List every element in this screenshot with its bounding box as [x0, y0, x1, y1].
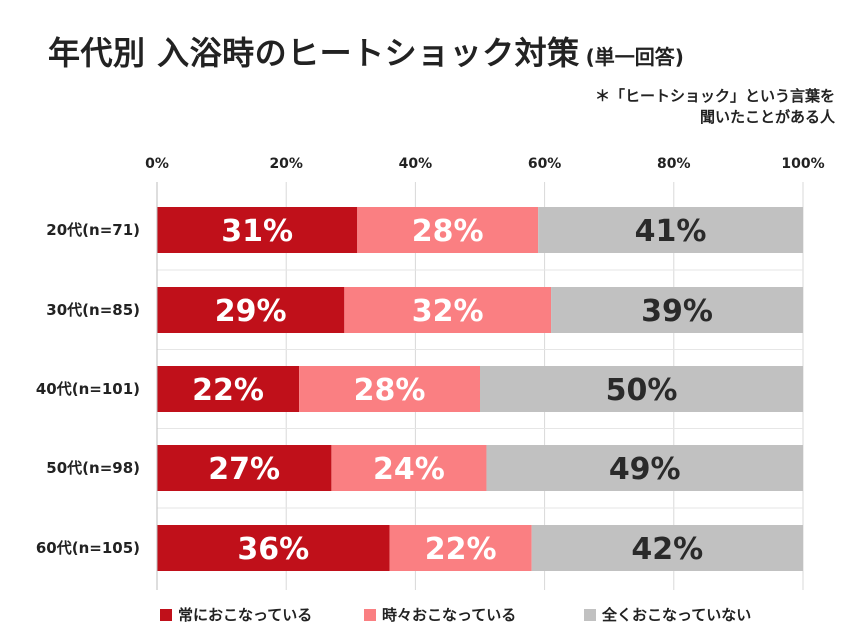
legend-swatch [160, 608, 172, 621]
x-tick-label: 60% [528, 156, 562, 172]
x-tick-label: 100% [781, 156, 824, 172]
data-label: 28% [412, 214, 484, 249]
bar-segment [480, 366, 803, 412]
bar-segment [157, 207, 358, 253]
bar-segment [551, 287, 803, 333]
category-label: 50代(n=98) [46, 459, 140, 477]
legend-label: 時々おこなっている [382, 606, 517, 624]
data-label: 24% [373, 452, 445, 487]
legend-item: 全くおこなっていない [584, 604, 751, 625]
bar-segment [531, 525, 803, 571]
data-label: 31% [221, 214, 293, 249]
data-label: 29% [215, 294, 287, 329]
data-label: 39% [641, 294, 713, 329]
bar-segment [157, 366, 300, 412]
bar-segment [389, 525, 532, 571]
data-label: 42% [631, 532, 703, 567]
data-label: 32% [412, 294, 484, 329]
data-label: 22% [192, 373, 264, 408]
legend-item: 常におこなっている [160, 604, 312, 625]
x-tick-label: 0% [145, 156, 169, 172]
category-label: 20代(n=71) [46, 221, 140, 239]
title-sub: (単一回答) [585, 45, 684, 69]
category-label: 40代(n=101) [36, 380, 140, 398]
bar-segment [331, 445, 487, 491]
chart-title: 年代別 入浴時のヒートショック対策 (単一回答) [48, 28, 684, 74]
category-label: 60代(n=105) [36, 539, 140, 557]
bar-segment [486, 445, 803, 491]
data-label: 41% [635, 214, 707, 249]
data-label: 22% [425, 532, 497, 567]
x-tick-label: 20% [269, 156, 303, 172]
footnote-line-2: 聞いたことがある人 [699, 108, 835, 126]
data-label: 49% [609, 452, 681, 487]
x-tick-label: 40% [399, 156, 433, 172]
data-label: 28% [354, 373, 426, 408]
legend-swatch [584, 608, 596, 621]
data-label: 50% [606, 373, 678, 408]
bar-segment [538, 207, 803, 253]
legend-item: 時々おこなっている [364, 604, 516, 625]
footnote: ＊「ヒートショック」という言葉を 聞いたことがある人 [595, 86, 835, 128]
legend-swatch [364, 608, 376, 621]
data-label: 27% [208, 452, 280, 487]
bar-segment [157, 525, 390, 571]
stacked-bar-chart: 0% 20% 40% 60% 80% 100% 20代(n=71) 31% 28% 41% 30代(… [36, 156, 825, 590]
data-label: 36% [237, 532, 309, 567]
bar-segment [157, 287, 345, 333]
x-tick-label: 80% [657, 156, 691, 172]
legend-label: 常におこなっている [178, 606, 313, 624]
legend-label: 全くおこなっていない [602, 606, 752, 624]
category-label: 30代(n=85) [46, 301, 140, 319]
bar-segment [157, 445, 332, 491]
bar-segment [344, 287, 552, 333]
footnote-line-1: ＊「ヒートショック」という言葉を [594, 87, 835, 105]
bar-segment [299, 366, 480, 412]
bar-segment [357, 207, 539, 253]
title-main: 年代別 入浴時のヒートショック対策 [48, 34, 580, 72]
